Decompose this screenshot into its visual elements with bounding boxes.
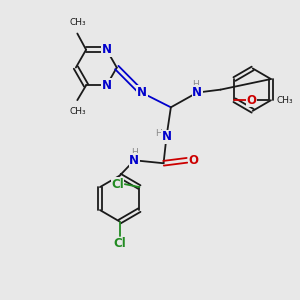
Text: Cl: Cl xyxy=(113,237,126,250)
Text: N: N xyxy=(192,86,202,99)
Text: H: H xyxy=(155,129,162,138)
Text: CH₃: CH₃ xyxy=(69,106,85,116)
Text: N: N xyxy=(102,79,112,92)
Text: N: N xyxy=(161,130,172,143)
Text: O: O xyxy=(246,94,256,107)
Text: O: O xyxy=(188,154,198,167)
Text: CH₃: CH₃ xyxy=(69,18,85,27)
Text: N: N xyxy=(129,154,139,167)
Text: CH₃: CH₃ xyxy=(277,96,293,105)
Text: H: H xyxy=(192,80,199,89)
Text: N: N xyxy=(102,43,112,56)
Text: N: N xyxy=(136,86,147,99)
Text: H: H xyxy=(131,148,138,157)
Text: Cl: Cl xyxy=(111,178,124,191)
